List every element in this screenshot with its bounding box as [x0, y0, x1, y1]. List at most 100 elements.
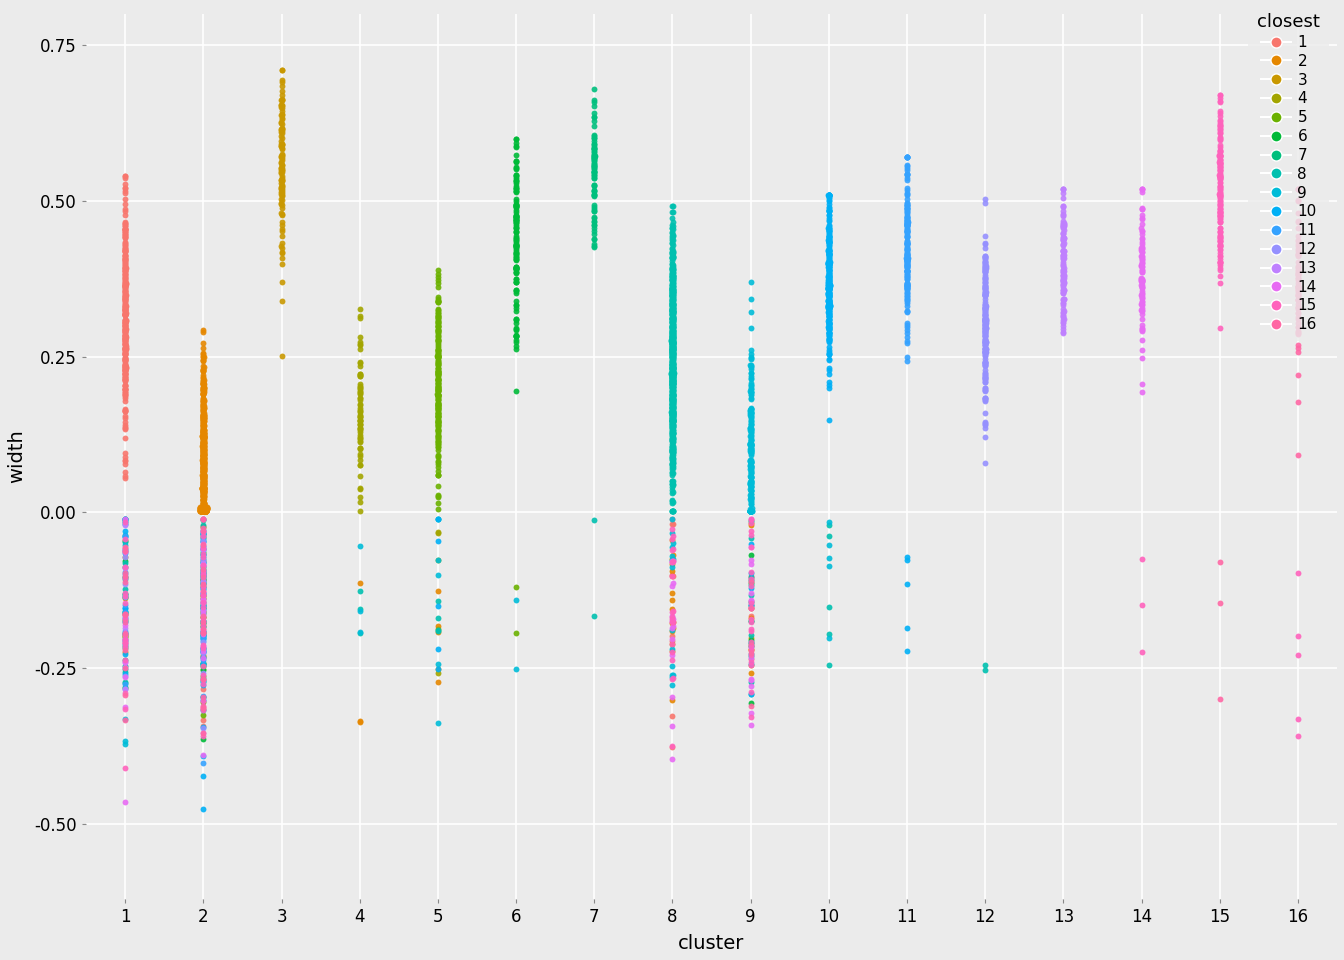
Point	[194, 504, 215, 519]
Point	[114, 286, 136, 301]
Point	[194, 430, 215, 445]
Point	[192, 448, 214, 464]
Point	[663, 424, 684, 440]
Point	[661, 460, 683, 475]
Point	[192, 566, 214, 582]
Point	[505, 147, 527, 162]
Point	[896, 247, 918, 262]
Point	[818, 277, 840, 293]
Point	[896, 218, 918, 233]
Point	[896, 187, 918, 203]
Point	[896, 212, 918, 228]
Point	[661, 455, 683, 470]
Point	[739, 444, 761, 460]
Point	[349, 452, 371, 468]
Point	[661, 362, 683, 377]
Point	[661, 374, 683, 390]
Point	[194, 434, 215, 449]
Point	[1288, 236, 1309, 252]
Point	[194, 484, 215, 499]
Point	[270, 206, 292, 222]
Point	[349, 391, 371, 406]
Point	[974, 366, 996, 381]
Point	[114, 403, 136, 419]
Point	[741, 592, 762, 608]
Point	[818, 374, 840, 390]
Point	[349, 366, 371, 381]
Point	[661, 440, 683, 455]
Point	[192, 588, 214, 604]
Point	[270, 108, 292, 123]
Point	[741, 642, 762, 658]
Point	[974, 264, 996, 279]
Point	[896, 181, 918, 197]
Point	[505, 239, 527, 254]
Point	[741, 468, 762, 484]
Point	[191, 504, 212, 519]
Point	[270, 160, 292, 176]
Point	[194, 430, 215, 445]
Point	[192, 528, 214, 543]
Point	[661, 331, 683, 347]
Point	[896, 248, 918, 263]
Point	[818, 267, 840, 282]
Point	[661, 425, 683, 441]
Point	[427, 405, 449, 420]
Legend: 1, 2, 3, 4, 5, 6, 7, 8, 9, 10, 11, 12, 13, 14, 15, 16: 1, 2, 3, 4, 5, 6, 7, 8, 9, 10, 11, 12, 1…	[1249, 4, 1329, 342]
Point	[1210, 126, 1231, 141]
Point	[192, 538, 214, 553]
Point	[190, 504, 211, 519]
Point	[663, 348, 684, 363]
Point	[349, 417, 371, 432]
Point	[1210, 151, 1231, 166]
Point	[741, 461, 762, 476]
Point	[192, 511, 214, 526]
Point	[739, 409, 761, 424]
Point	[818, 528, 840, 543]
Point	[663, 312, 684, 327]
Point	[114, 372, 136, 388]
Point	[1052, 311, 1074, 326]
Point	[270, 228, 292, 244]
Point	[896, 260, 918, 276]
Point	[427, 382, 449, 397]
Point	[974, 319, 996, 334]
Point	[1210, 224, 1231, 239]
Point	[1130, 273, 1152, 288]
Point	[661, 354, 683, 370]
Point	[114, 514, 136, 529]
Point	[896, 204, 918, 219]
Point	[663, 450, 684, 466]
Point	[1210, 148, 1231, 163]
Point	[663, 387, 684, 402]
Point	[114, 617, 136, 633]
Point	[192, 537, 214, 552]
Point	[1130, 224, 1152, 239]
Point	[114, 307, 136, 323]
Point	[270, 162, 292, 178]
Point	[192, 443, 214, 458]
Point	[663, 367, 684, 382]
Point	[741, 675, 762, 690]
Point	[192, 410, 214, 425]
Point	[1130, 262, 1152, 277]
Point	[818, 281, 840, 297]
Point	[427, 583, 449, 598]
Point	[741, 585, 762, 600]
Point	[505, 153, 527, 168]
Point	[663, 404, 684, 420]
Point	[192, 462, 214, 477]
Point	[427, 355, 449, 371]
Point	[427, 661, 449, 677]
Point	[114, 177, 136, 192]
Point	[739, 403, 761, 419]
Point	[974, 280, 996, 296]
Point	[974, 279, 996, 295]
Point	[583, 186, 605, 202]
Point	[896, 242, 918, 257]
Point	[114, 589, 136, 605]
Point	[192, 601, 214, 616]
Point	[1052, 223, 1074, 238]
Point	[192, 439, 214, 454]
Point	[114, 363, 136, 378]
